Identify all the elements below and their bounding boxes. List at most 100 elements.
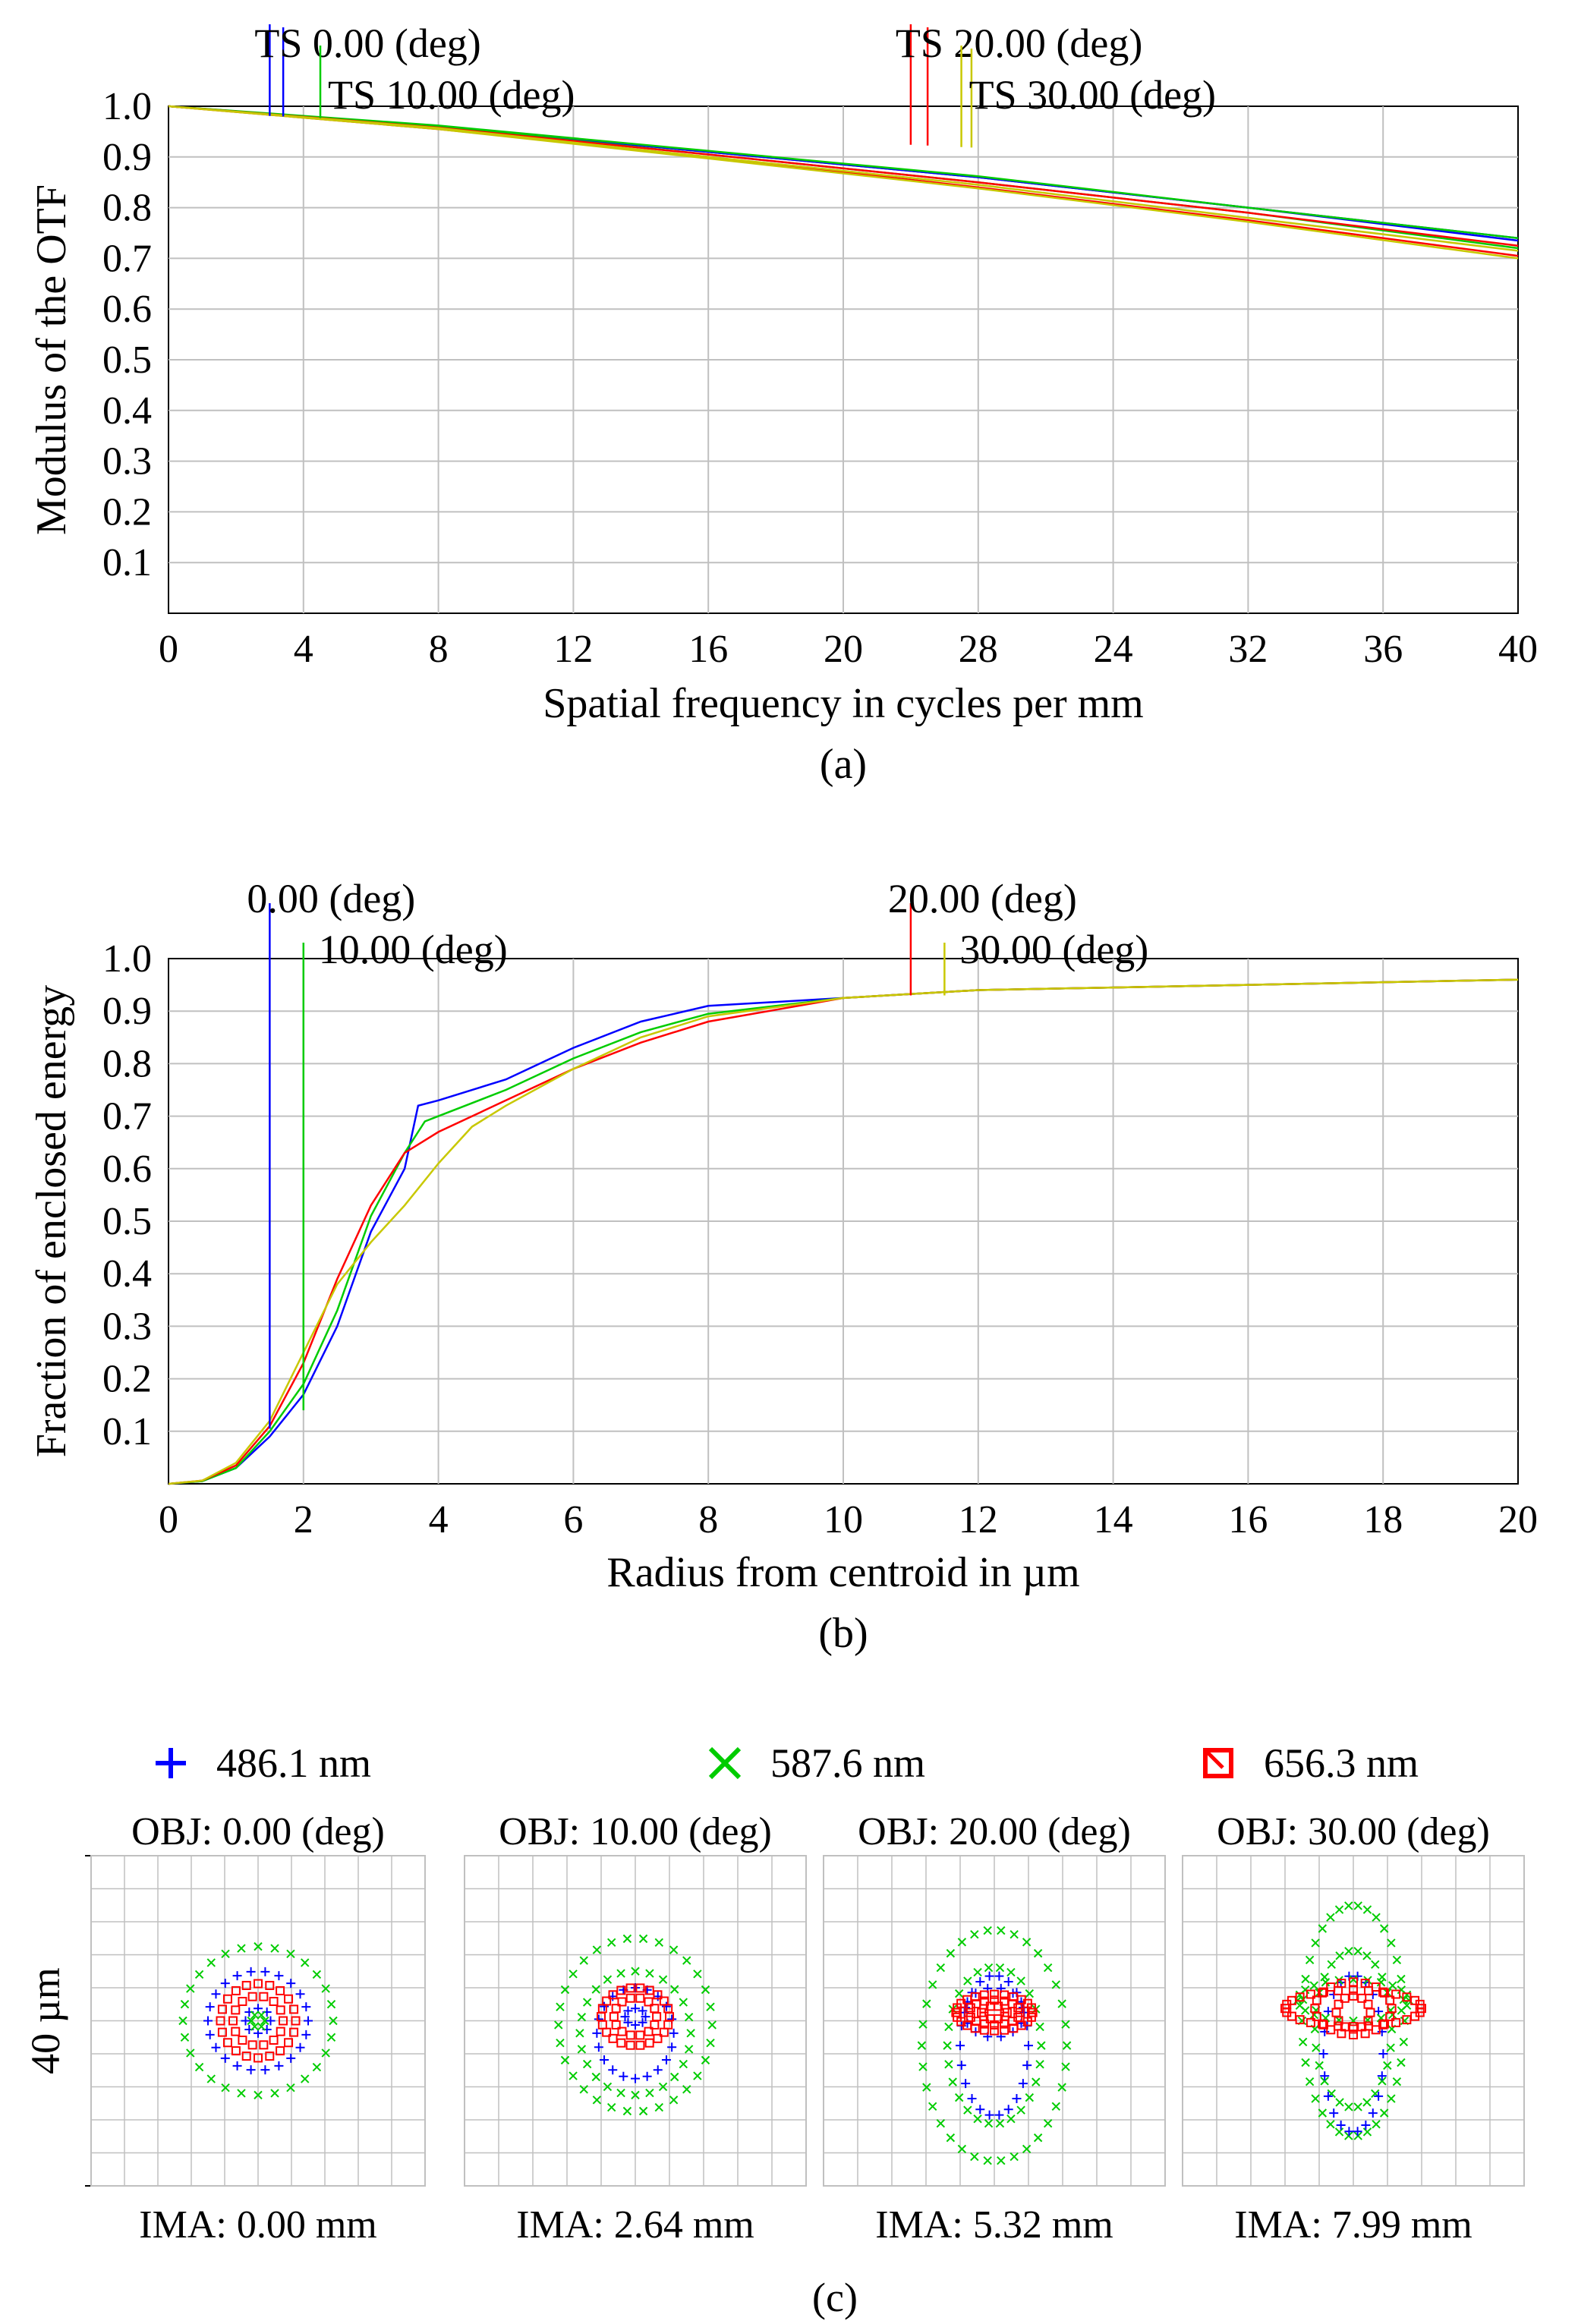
- spot-square: [269, 1996, 279, 2006]
- spot-square: [990, 2026, 999, 2036]
- spot-square: [611, 2020, 621, 2030]
- wavelength-marker-square-diag: [1204, 1749, 1224, 1769]
- spot-plus: [653, 2065, 663, 2075]
- spot-x: [946, 2133, 956, 2143]
- spot-plus: [638, 2006, 647, 2016]
- field-obj-label: OBJ: 20.00 (deg): [858, 1810, 1131, 1853]
- spot-x: [254, 1941, 263, 1951]
- spot-square: [1360, 1979, 1370, 1989]
- spot-plus: [274, 1971, 284, 1981]
- spot-plus: [260, 2065, 270, 2075]
- spot-square: [222, 1994, 232, 2004]
- legend-label: 10.00 (deg): [319, 927, 508, 972]
- spot-x: [312, 1970, 322, 1979]
- spot-x: [178, 2016, 187, 2026]
- spot-square: [608, 1990, 618, 2000]
- spot-plus: [220, 2053, 230, 2063]
- mtf-chart: 0 4 8 12 16 20 28 24 32 36 40 0.1 0.2 0.3 0.4 0.5 0.6 0.7…: [28, 20, 1538, 788]
- spot-plus: [1361, 2120, 1371, 2130]
- x-tick-label: 8: [429, 628, 449, 671]
- spot-x: [591, 2072, 601, 2082]
- spot-plus: [994, 2110, 1004, 2120]
- spot-x: [1051, 1980, 1061, 1989]
- field-ima-label: IMA: 7.99 mm: [1234, 2203, 1472, 2247]
- spot-square: [1318, 1988, 1328, 1998]
- spot-square: [276, 2005, 285, 2015]
- spot-square: [625, 2030, 635, 2040]
- spot-x: [250, 2022, 260, 2031]
- spot-x: [301, 1958, 310, 1967]
- spot-square: [1357, 2022, 1367, 2032]
- spot-plus: [304, 2016, 313, 2026]
- spot-square: [1349, 1991, 1358, 2001]
- spot-plus: [1353, 2127, 1362, 2137]
- spot-square: [1334, 2016, 1343, 2026]
- spot-x: [260, 2016, 269, 2026]
- spot-plus: [1377, 2071, 1387, 2081]
- spot-x: [658, 2082, 668, 2092]
- spot-x: [1362, 2127, 1372, 2137]
- y-tick-label: 1.0: [102, 85, 152, 128]
- x-tick-label: 18: [1363, 1498, 1403, 1541]
- y-axis-label: Fraction of enclosed energy: [28, 985, 75, 1458]
- legend-label: 30.00 (deg): [959, 927, 1148, 972]
- spot-plus: [1368, 2108, 1378, 2118]
- spot-x: [954, 1989, 964, 1998]
- spot-square: [259, 2040, 269, 2050]
- spot-square: [644, 1997, 654, 2007]
- spot-x: [1392, 1955, 1402, 1965]
- spot-plus: [956, 2041, 965, 2051]
- spot-x: [622, 2106, 632, 2116]
- spot-plus: [984, 2110, 994, 2120]
- x-tick-label: 8: [698, 1498, 718, 1541]
- field-ima-label: IMA: 2.64 mm: [516, 2203, 754, 2247]
- spot-x: [616, 2088, 625, 2098]
- spot-square: [616, 2038, 626, 2048]
- spot-x: [1379, 1924, 1389, 1933]
- y-tick-label: 0.7: [102, 1095, 152, 1138]
- spot-square: [276, 1985, 285, 1995]
- spot-x: [669, 1985, 679, 1994]
- spot-x: [180, 2033, 190, 2042]
- spot-x: [247, 2016, 256, 2026]
- spot-x: [707, 2020, 717, 2030]
- spot-plus: [661, 2001, 671, 2011]
- spot-x: [1353, 1947, 1362, 1956]
- spot-x: [603, 2082, 613, 2092]
- spot-plus: [608, 2065, 618, 2075]
- spot-square: [254, 1979, 263, 1989]
- spot-plus: [620, 2012, 630, 2022]
- x-tick-label: 12: [959, 1498, 998, 1541]
- spot-x: [1037, 2041, 1046, 2050]
- spot-plus: [286, 1979, 296, 1989]
- spot-x: [1326, 1913, 1335, 1922]
- field-obj-label: OBJ: 10.00 (deg): [499, 1810, 772, 1853]
- spot-x: [701, 1985, 710, 1995]
- spot-square: [284, 1994, 294, 2004]
- field-ima-label: IMA: 0.00 mm: [139, 2203, 376, 2247]
- spot-x: [257, 2022, 266, 2031]
- spot-x: [1033, 2133, 1043, 2143]
- wavelength-marker-plus: [156, 1748, 186, 1778]
- spot-plus: [1018, 2079, 1028, 2089]
- spot-x: [918, 2062, 928, 2071]
- spot-square: [238, 2036, 247, 2045]
- spot-plus: [667, 2042, 677, 2052]
- spot-x: [658, 1975, 668, 1984]
- spot-square: [644, 2026, 654, 2036]
- spot-square: [231, 2046, 241, 2056]
- spot-x: [577, 2012, 587, 2022]
- spot-x: [194, 1970, 204, 1979]
- spot-square: [247, 2040, 257, 2050]
- spot-x: [569, 1970, 578, 1979]
- spot-square: [1363, 1999, 1373, 2009]
- y-tick-label: 1.0: [102, 937, 152, 981]
- x-tick-label: 12: [553, 628, 593, 671]
- spot-square: [1379, 1988, 1389, 1998]
- spot-square: [1371, 2025, 1381, 2035]
- spot-x: [301, 2074, 310, 2083]
- spot-x: [237, 1944, 246, 1953]
- x-tick-label: 24: [1094, 628, 1133, 671]
- spot-x: [682, 1956, 691, 1965]
